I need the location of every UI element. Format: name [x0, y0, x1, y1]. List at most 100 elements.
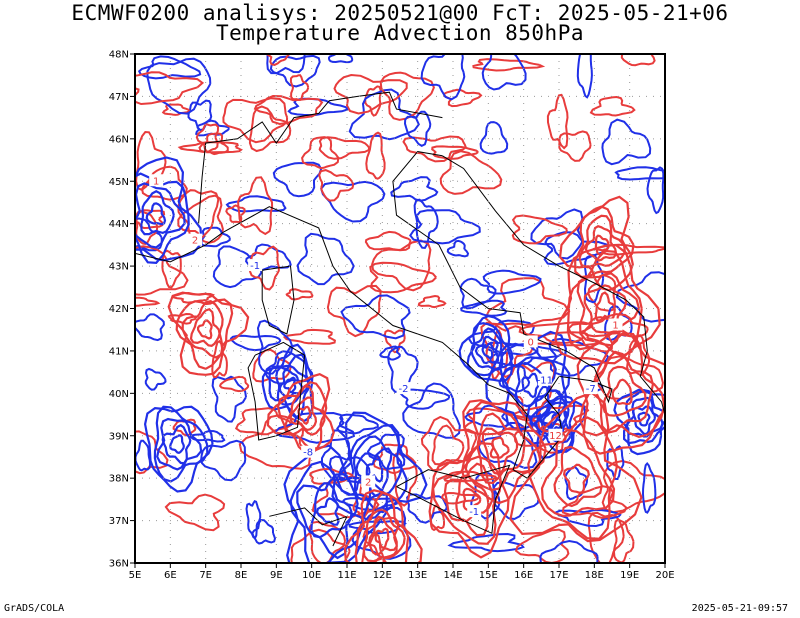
lat-tick-label: 45N	[109, 177, 129, 188]
contour-line	[365, 454, 384, 483]
contour-line	[460, 399, 547, 505]
contour-label: 1	[612, 320, 618, 331]
lat-tick-label: 36N	[109, 559, 129, 570]
contour-line	[562, 463, 590, 494]
contour-line	[406, 493, 448, 524]
contour-line	[135, 172, 190, 265]
contour-line	[248, 105, 292, 153]
lat-tick-label: 40N	[109, 389, 129, 400]
lon-tick-label: 10E	[302, 570, 321, 581]
contour-line	[514, 361, 551, 408]
graticule	[135, 54, 665, 563]
contour-line	[282, 328, 336, 345]
latitude-axis: 48N 47N 46N 45N 44N 43N 42N 41N 40N 39N 38N 37N 36N	[109, 50, 135, 570]
contour-line	[601, 118, 652, 166]
contour-line	[354, 491, 410, 563]
map-title: ECMWF0200 analisys: 20250521@00 FcT: 202…	[71, 1, 729, 25]
contour-line	[212, 245, 263, 289]
contour-line	[135, 313, 165, 342]
contour-line	[252, 348, 292, 383]
contour-line	[578, 214, 627, 269]
contour-line	[481, 342, 495, 360]
contour-line	[443, 462, 494, 537]
contour-line	[189, 307, 221, 347]
contour-line	[141, 165, 188, 201]
contour-line	[428, 442, 510, 559]
lon-tick-label: 9E	[270, 570, 283, 581]
contour-line	[514, 528, 570, 563]
contour-line	[289, 74, 310, 101]
contour-line	[611, 378, 633, 406]
contour-line	[546, 93, 569, 150]
contour-line	[266, 54, 306, 75]
contour-line	[361, 532, 385, 563]
lon-tick-label: 15E	[479, 570, 498, 581]
contour-line	[135, 439, 152, 472]
contour-line	[431, 455, 502, 545]
contour-line	[253, 94, 324, 126]
contour-label: 12	[549, 431, 562, 442]
lat-tick-label: 37N	[109, 516, 129, 527]
contour-line	[145, 202, 167, 226]
contour-line	[460, 299, 508, 317]
contour-line	[409, 209, 481, 245]
contour-line	[574, 205, 635, 279]
contour-line	[153, 405, 209, 483]
contour-label-bg	[523, 335, 538, 348]
contour-line	[615, 271, 665, 323]
contour-label-bg	[608, 318, 623, 331]
lat-tick-label: 43N	[109, 262, 129, 273]
contour-line	[225, 204, 246, 224]
contour-line	[369, 261, 437, 294]
contour-label: -8	[303, 448, 313, 459]
contour-line	[144, 367, 167, 391]
contour-line	[135, 296, 161, 307]
contour-line	[530, 208, 584, 260]
lon-tick-label: 17E	[549, 570, 568, 581]
contour-line	[459, 277, 497, 310]
contour-line	[237, 176, 274, 236]
coastline-borders	[135, 91, 665, 547]
contour-line	[364, 230, 412, 252]
contour-line	[511, 214, 569, 245]
contour-line	[268, 353, 311, 420]
contour-line	[402, 135, 467, 163]
contour-line	[343, 489, 423, 563]
contour-line	[283, 385, 326, 437]
contour-line	[189, 429, 226, 443]
contour-line	[143, 405, 214, 493]
contour-line	[641, 461, 657, 514]
contour-line	[518, 321, 592, 344]
contour-line	[328, 54, 354, 64]
contour-line	[589, 95, 636, 117]
contour-line	[135, 217, 163, 252]
contour-label: 2	[192, 236, 198, 247]
contour-line	[296, 232, 355, 286]
contour-label-bg	[301, 445, 316, 458]
contour-line	[368, 515, 398, 556]
contour-line	[135, 210, 159, 245]
contour-line	[318, 169, 355, 202]
contour-line	[420, 54, 466, 101]
contour-line	[420, 415, 478, 472]
software-credit: GrADS/COLA	[4, 603, 65, 614]
contour-line	[225, 195, 287, 213]
contour-line	[558, 130, 592, 162]
contour-line	[245, 499, 262, 540]
contour-line	[164, 493, 226, 532]
contour-line	[526, 389, 587, 459]
contour-label: -7	[586, 384, 596, 395]
contour-line	[646, 166, 665, 215]
contour-line	[614, 166, 665, 181]
contour-line	[283, 444, 388, 563]
contour-label: -1	[469, 507, 479, 518]
contour-label: -11	[537, 376, 553, 387]
contour-line	[431, 145, 479, 160]
contour-line	[390, 176, 439, 202]
contour-line	[446, 239, 470, 258]
contour-line	[417, 294, 447, 309]
contour-line	[135, 71, 205, 106]
contour-line	[484, 277, 571, 327]
contour-line	[379, 71, 435, 121]
contour-line	[272, 161, 323, 198]
